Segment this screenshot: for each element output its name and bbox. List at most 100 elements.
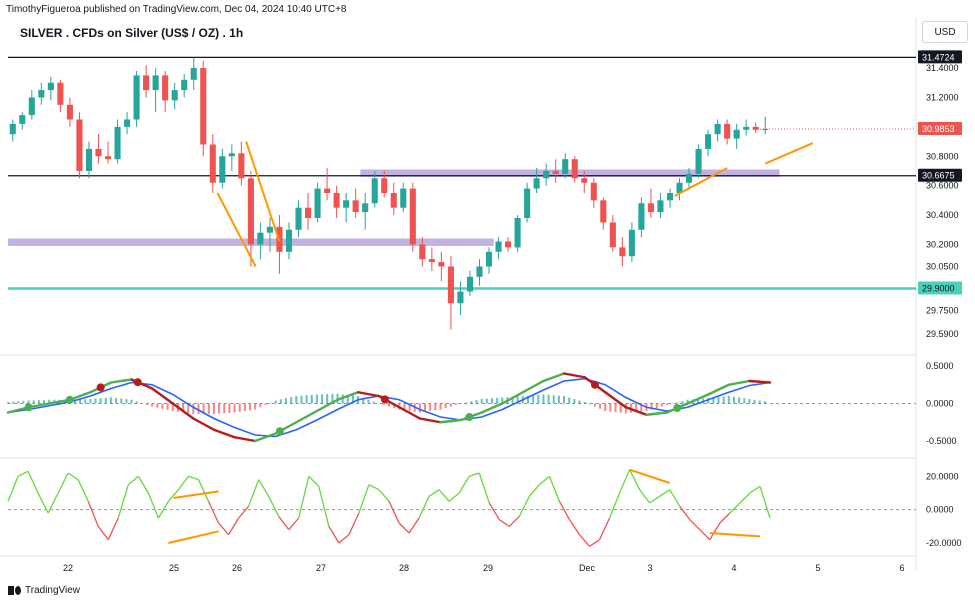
macd-histogram-bar xyxy=(32,400,35,404)
osc-line-segment xyxy=(328,525,340,544)
osc-line-segment xyxy=(598,517,611,540)
macd-histogram-bar xyxy=(388,403,390,407)
macd-histogram-bar xyxy=(166,403,169,410)
osc-line-segment xyxy=(17,470,29,477)
candle-body xyxy=(524,188,531,218)
candle-body xyxy=(485,251,493,267)
osc-line-segment xyxy=(589,539,600,547)
macd-histogram-bar xyxy=(84,399,87,404)
currency-button[interactable]: USD xyxy=(922,21,968,43)
macd-histogram-bar xyxy=(243,403,246,411)
candle-body xyxy=(419,244,426,260)
trendline xyxy=(674,167,728,197)
candle-body xyxy=(447,266,454,304)
price-label-box xyxy=(918,168,962,182)
osc-line-segment xyxy=(318,486,330,527)
chart-title: SILVER . CFDs on Silver (US$ / OZ) . 1h xyxy=(20,26,244,40)
macd-histogram-bar xyxy=(27,400,30,404)
candle-body xyxy=(104,156,112,160)
macd-line-segment xyxy=(542,372,566,383)
macd-histogram-bar xyxy=(367,399,370,404)
macd-histogram-bar xyxy=(511,396,514,404)
candle-body xyxy=(181,79,188,91)
candle-body xyxy=(9,123,16,135)
macd-histogram-bar xyxy=(475,400,478,404)
macd-histogram-bar xyxy=(465,402,468,404)
osc-line-segment xyxy=(759,486,771,519)
macd-histogram-bar xyxy=(79,399,82,404)
candle-body xyxy=(466,276,474,292)
macd-histogram-bar xyxy=(753,399,756,404)
macd-line-segment xyxy=(645,411,669,416)
time-tick-label: 4 xyxy=(731,563,736,573)
time-tick-label: 3 xyxy=(647,563,652,573)
price-tick-label: 30.2000 xyxy=(926,239,959,249)
osc-line-segment xyxy=(418,496,430,519)
candle-body xyxy=(762,129,769,131)
macd-histogram-bar xyxy=(115,398,118,404)
osc-line-segment xyxy=(749,485,761,494)
osc-line-segment xyxy=(458,475,470,494)
trendline xyxy=(764,142,814,165)
macd-histogram-bar xyxy=(125,399,128,404)
macd-histogram-bar xyxy=(279,399,282,404)
osc-line-segment xyxy=(649,495,661,504)
tradingview-brand: TradingView xyxy=(8,585,80,596)
candle-body xyxy=(733,129,740,139)
macd-histogram-bar xyxy=(418,403,421,413)
macd-histogram-bar xyxy=(259,403,262,408)
osc-line-segment xyxy=(218,522,230,536)
osc-line-segment xyxy=(358,484,370,514)
macd-histogram-bar xyxy=(326,394,329,404)
macd-cross-dot xyxy=(380,395,389,404)
candle-body xyxy=(238,153,245,179)
macd-histogram-bar xyxy=(264,403,267,405)
osc-line-segment xyxy=(207,501,220,524)
macd-line-segment xyxy=(439,418,463,424)
price-label-box xyxy=(918,281,962,295)
macd-histogram-bar xyxy=(454,403,457,405)
candle-body xyxy=(200,68,207,145)
macd-histogram-bar xyxy=(434,403,437,411)
candle-body xyxy=(505,241,512,248)
macd-line-segment xyxy=(480,402,504,414)
osc-line-segment xyxy=(308,475,320,487)
macd-histogram-bar xyxy=(315,394,318,404)
candle-body xyxy=(333,193,340,208)
macd-histogram-bar xyxy=(151,403,154,407)
macd-line-segment xyxy=(212,428,236,439)
osc-line-segment xyxy=(238,505,250,519)
candle-body xyxy=(285,229,293,252)
price-tick-label: 29.5900 xyxy=(926,329,959,339)
candle-body xyxy=(514,217,521,248)
osc-trendline xyxy=(709,532,761,538)
macd-histogram-bar xyxy=(532,395,535,404)
macd-histogram-bar xyxy=(207,403,210,414)
macd-cross-dot xyxy=(24,403,33,412)
macd-histogram-bar xyxy=(161,403,164,409)
osc-line-segment xyxy=(659,489,671,497)
macd-cross-dot xyxy=(65,395,74,404)
macd-histogram-bar xyxy=(655,403,658,408)
candle-body xyxy=(685,173,693,183)
macd-histogram-bar xyxy=(346,394,349,404)
osc-line-segment xyxy=(378,489,390,502)
time-tick-label: 22 xyxy=(63,563,73,573)
macd-histogram-bar xyxy=(295,396,298,404)
candle-body xyxy=(324,188,331,193)
candle-body xyxy=(409,188,416,245)
macd-cross-dot xyxy=(96,383,105,392)
candle-body xyxy=(209,144,216,183)
macd-histogram-bar xyxy=(722,396,725,404)
macd-histogram-bar xyxy=(681,401,684,404)
macd-histogram-bar xyxy=(583,402,586,404)
osc-line-segment xyxy=(438,489,450,502)
macd-tick-label: 0.5000 xyxy=(926,361,954,371)
candle-body xyxy=(695,148,702,174)
osc-trendline xyxy=(629,468,671,484)
osc-line-segment xyxy=(57,472,69,494)
candle-body xyxy=(552,170,559,174)
candle-body xyxy=(657,200,664,213)
macd-histogram-bar xyxy=(17,401,20,404)
